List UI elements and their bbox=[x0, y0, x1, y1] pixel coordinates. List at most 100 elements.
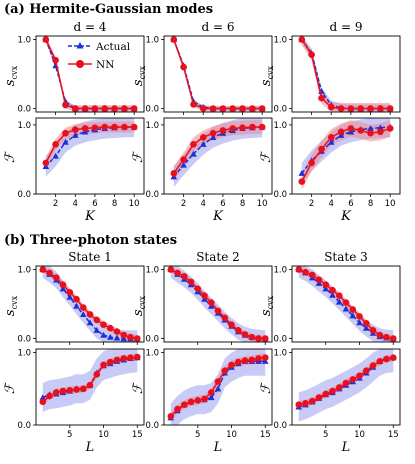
data-point-nn bbox=[113, 356, 121, 364]
y-axis-label: scvx bbox=[3, 65, 19, 86]
data-point-nn bbox=[100, 321, 107, 329]
data-point-actual bbox=[59, 285, 67, 292]
data-point-nn bbox=[134, 353, 141, 361]
data-point-nn bbox=[201, 395, 208, 403]
data-point-nn bbox=[367, 129, 374, 137]
series-line-actual bbox=[173, 39, 263, 110]
axes-frame bbox=[35, 117, 145, 195]
y-axis-label: scvx bbox=[131, 65, 147, 86]
x-tick-label: 5 bbox=[323, 430, 328, 440]
data-point-actual bbox=[342, 305, 350, 312]
data-point-nn bbox=[81, 105, 89, 112]
data-point-nn bbox=[219, 127, 227, 134]
y-axis-label-text: scvx bbox=[259, 295, 275, 316]
y-axis-label: ℱ bbox=[259, 150, 274, 163]
data-point-nn bbox=[134, 335, 141, 342]
data-point-nn bbox=[46, 269, 53, 277]
y-axis-label-text: scvx bbox=[3, 65, 19, 86]
data-point-nn bbox=[328, 103, 335, 111]
data-point-nn bbox=[167, 266, 175, 273]
data-point-nn bbox=[66, 387, 74, 394]
y-tick-label: 0.0 bbox=[17, 190, 31, 200]
data-point-nn bbox=[337, 128, 345, 136]
data-point-nn bbox=[262, 354, 269, 362]
y-tick-label: 1.0 bbox=[273, 349, 287, 359]
x-tick-label: 15 bbox=[260, 430, 271, 440]
chart-panel-b-bot-1: 5 10 15 0.0 1.0 ℱ L bbox=[3, 348, 145, 455]
data-point-nn bbox=[383, 333, 390, 341]
data-point-nn bbox=[93, 316, 101, 324]
data-point-nn bbox=[113, 328, 121, 335]
data-point-nn bbox=[174, 269, 181, 277]
data-point-nn bbox=[91, 124, 99, 131]
y-tick-label: 1.0 bbox=[145, 35, 159, 45]
data-point-nn bbox=[336, 384, 343, 391]
data-point-nn bbox=[329, 286, 336, 294]
data-point-nn bbox=[181, 401, 188, 409]
axes-frame bbox=[291, 265, 401, 343]
data-point-nn bbox=[308, 159, 315, 167]
data-point-nn bbox=[239, 105, 246, 112]
data-point-actual bbox=[200, 141, 207, 147]
data-point-nn bbox=[298, 178, 306, 185]
series-line-nn bbox=[45, 39, 135, 110]
data-point-nn bbox=[42, 36, 50, 43]
x-tick-label: 2 bbox=[181, 199, 186, 209]
axes-frame bbox=[163, 117, 273, 195]
confidence-band-actual bbox=[173, 118, 263, 188]
x-tick-label: 5 bbox=[195, 430, 200, 440]
axes-frame bbox=[291, 348, 401, 426]
data-point-actual bbox=[73, 302, 80, 309]
data-point-nn bbox=[337, 105, 345, 112]
data-point-nn bbox=[194, 285, 202, 293]
data-point-nn bbox=[328, 134, 335, 141]
confidence-band-actual bbox=[42, 349, 138, 412]
x-tick-label: 10 bbox=[257, 199, 268, 209]
y-tick-label: 0.0 bbox=[273, 190, 287, 200]
y-tick-label: 0.0 bbox=[145, 190, 159, 200]
data-point-nn bbox=[249, 105, 256, 112]
data-point-nn bbox=[302, 400, 309, 407]
data-point-nn bbox=[302, 268, 309, 276]
data-point-nn bbox=[308, 51, 315, 58]
data-point-nn bbox=[80, 385, 87, 393]
y-tick-label: 1.0 bbox=[145, 349, 159, 359]
data-point-actual bbox=[207, 394, 215, 401]
data-point-nn bbox=[120, 331, 128, 339]
data-point-nn bbox=[73, 386, 80, 393]
data-point-nn bbox=[190, 101, 197, 108]
data-point-nn bbox=[130, 105, 138, 112]
y-tick-label: 1.0 bbox=[273, 35, 287, 45]
data-point-nn bbox=[174, 405, 181, 413]
chart-panel-a-bot-2: 2 4 6 8 10 0.0 1.0 ℱ K bbox=[131, 117, 273, 224]
section-a-title: (a) Hermite-Gaussian modes bbox=[4, 2, 213, 17]
data-point-nn bbox=[46, 392, 53, 400]
data-point-nn bbox=[214, 307, 222, 315]
y-axis-label-text: ℱ bbox=[131, 150, 146, 163]
data-point-nn bbox=[52, 141, 59, 148]
data-point-nn bbox=[239, 124, 246, 131]
data-point-nn bbox=[170, 170, 178, 177]
data-point-nn bbox=[229, 105, 236, 112]
data-point-nn bbox=[180, 156, 187, 163]
x-tick-label: 8 bbox=[112, 199, 117, 209]
confidence-band-nn bbox=[301, 36, 391, 112]
data-point-nn bbox=[347, 105, 355, 112]
data-point-actual bbox=[39, 394, 46, 401]
legend-actual-label: Actual bbox=[95, 41, 131, 53]
data-point-nn bbox=[221, 367, 229, 375]
legend: Actual NN bbox=[68, 41, 131, 71]
data-point-nn bbox=[111, 105, 118, 112]
x-tick-label: 5 bbox=[67, 430, 72, 440]
data-point-nn bbox=[209, 105, 217, 112]
x-axis-label: L bbox=[85, 440, 95, 455]
data-point-nn bbox=[329, 387, 336, 395]
x-axis-label: K bbox=[212, 209, 224, 224]
data-point-nn bbox=[356, 313, 363, 320]
data-point-actual bbox=[66, 293, 73, 300]
x-axis-label: K bbox=[340, 209, 352, 224]
data-point-nn bbox=[298, 36, 306, 43]
data-point-nn bbox=[377, 105, 384, 112]
data-point-nn bbox=[59, 387, 67, 395]
y-tick-label: 0.0 bbox=[273, 105, 287, 115]
